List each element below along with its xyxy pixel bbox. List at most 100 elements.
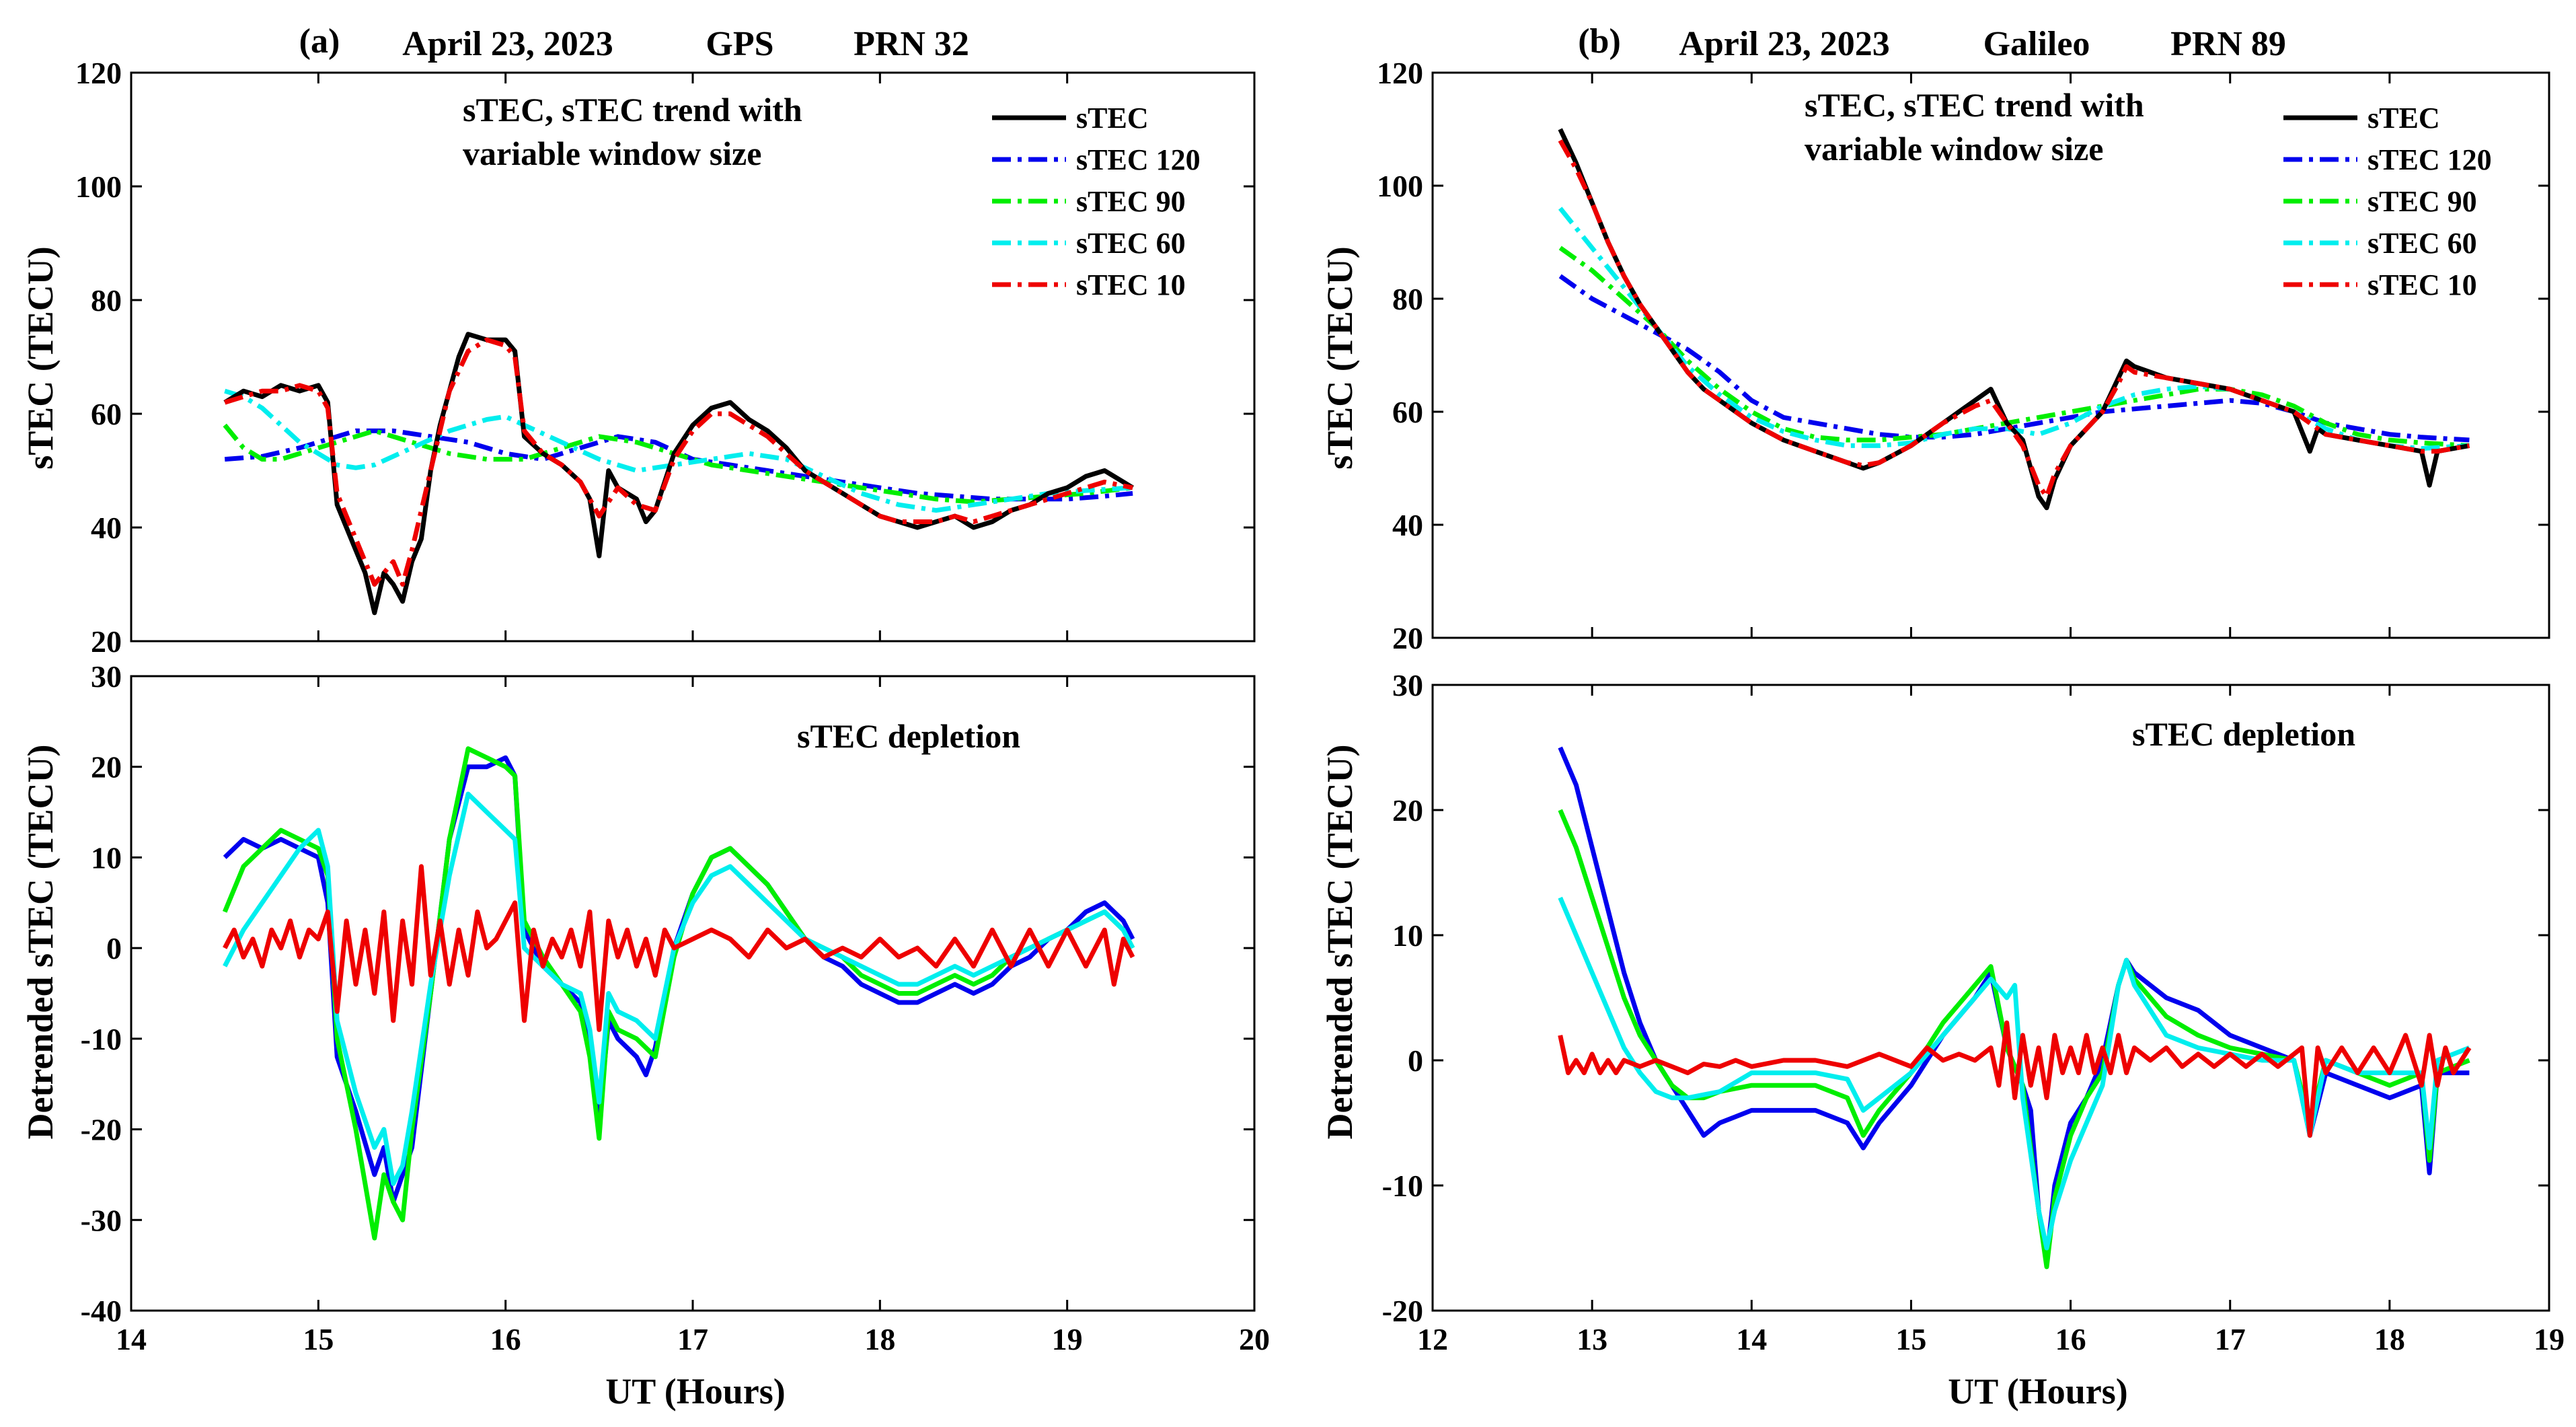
panel-a-bottom-ylabel: Detrended sTEC (TECU) [20,744,61,1139]
panel-b-bottom-ylabel: Detrended sTEC (TECU) [1320,744,1360,1139]
panel-b-top-annotation-1: sTEC, sTEC trend with [1805,86,2144,124]
series-line-a-top-stec-10 [224,337,1133,587]
xtick-label: 16 [2055,1322,2086,1356]
ytick-label: 80 [91,283,122,318]
panel-a-title-system: GPS [706,25,773,63]
panel-a-xlabel: UT (Hours) [605,1371,786,1412]
ytick-label: 100 [1377,169,1423,203]
panel-b-title-system: Galileo [1983,25,2090,63]
ytick-label: -10 [81,1022,122,1056]
ytick-label: 20 [91,624,122,659]
xtick-label: 15 [1895,1322,1926,1356]
plot-a-top: 20 40 60 80 100 120 sTEC sTEC 120 sTEC 90 sTEC 60… [75,56,1256,659]
legend-label-stec-120: sTEC 120 [1076,143,1201,176]
series-line-b-top-stec-90 [1558,246,2470,448]
ytick-label: 120 [1377,56,1423,90]
panel-b-title-date: April 23, 2023 [1679,25,1889,63]
panel-b-xlabel: UT (Hours) [1948,1371,2128,1412]
xtick-label: 18 [2374,1322,2405,1356]
series-line-a-top-stec [223,332,1134,616]
ytick-label: 0 [1408,1044,1423,1078]
panel-a-top-annotation-1: sTEC, sTEC trend with [463,91,802,129]
panel-a-top-annotation-2: variable window size [463,135,761,172]
panel-a-title-date: April 23, 2023 [402,25,613,63]
legend-label-stec-120: sTEC 120 [2367,143,2492,176]
series-line-b-top-stec-10 [1558,139,2470,499]
panel-b-top-ylabel: sTEC (TECU) [1320,246,1360,470]
series-group-b-bottom [1558,746,2472,1270]
plot-b-bottom: -20 -10 0 10 20 30 12 13 14 15 16 17 18 19 [1382,668,2565,1356]
plot-a-bottom: -40 -30 -20 -10 0 10 20 30 14 15 16 17 18 19 20 [81,659,1270,1356]
ytick-label: 10 [91,840,122,875]
plot-b-top: 20 40 60 80 100 120 sTEC sTEC 120 sTEC 90 sTEC 60… [1377,56,2550,655]
series-line-b-bottom-stec-90 [1558,809,2470,1270]
series-line-b-top-stec-120 [1558,274,2470,443]
ytick-label: -30 [81,1203,122,1237]
series-line-a-bottom-stec-90 [222,746,1135,1241]
ytick-label: 60 [1392,395,1423,429]
series-line-a-top-stec-60 [224,388,1133,513]
ytick-label: 40 [91,511,122,545]
legend-b-top: sTEC sTEC 120 sTEC 90 sTEC 60 sTEC 10 [2283,102,2492,301]
xtick-label: 19 [1052,1322,1083,1356]
legend-label-stec-90: sTEC 90 [2367,185,2477,218]
ytick-label: 20 [1392,793,1423,828]
legend-label-stec-60: sTEC 60 [1076,227,1186,260]
legend-label-stec-10: sTEC 10 [2367,268,2477,301]
axes-box-b-top [1431,71,2550,639]
series-line-a-bottom-stec-60 [223,791,1135,1186]
panel-a-title-prn: PRN 32 [854,25,969,63]
panel-b-bottom-annotation: sTEC depletion [2132,715,2355,753]
ytick-label: 80 [1392,282,1423,316]
xtick-label: 18 [864,1322,895,1356]
xtick-label: 17 [677,1322,708,1356]
legend-label-stec: sTEC [2367,102,2440,135]
series-line-a-top-stec-90 [223,423,1133,505]
series-group-b-top [1558,128,2470,511]
ytick-label: 60 [91,397,122,431]
series-line-b-bottom-stec-60 [1558,896,2470,1251]
ytick-label: 20 [1392,621,1423,655]
panel-a-bottom-annotation: sTEC depletion [797,717,1020,755]
ytick-label: -20 [1382,1294,1423,1328]
xtick-label: 12 [1417,1322,1448,1356]
xtick-label: 19 [2534,1322,2565,1356]
panel-b-label: (b) [1578,22,1621,61]
series-line-b-top-stec [1558,128,2470,511]
panel-b-top-annotation-2: variable window size [1805,130,2103,168]
legend-label-stec-10: sTEC 10 [1076,268,1186,301]
xtick-label: 20 [1239,1322,1270,1356]
axes-box-b-bottom [1431,684,2550,1312]
ytick-label: -20 [81,1113,122,1147]
legend-label-stec-90: sTEC 90 [1076,185,1186,218]
ytick-label: 20 [91,750,122,784]
xtick-label: 15 [303,1322,334,1356]
xtick-label: 14 [1736,1322,1767,1356]
panel-a-label: (a) [299,22,340,61]
ytick-label: 100 [75,170,122,204]
ytick-label: 30 [91,659,122,694]
series-group-a-top [223,332,1134,616]
legend-label-stec-60: sTEC 60 [2367,227,2477,260]
ytick-label: -10 [1382,1169,1423,1203]
xtick-label: 17 [2215,1322,2246,1356]
ytick-label: 10 [1392,918,1423,953]
legend-a-top: sTEC sTEC 120 sTEC 90 sTEC 60 sTEC 10 [992,102,1201,301]
series-line-b-top-stec-60 [1558,207,2470,451]
legend-label-stec: sTEC [1076,102,1149,135]
xtick-label: 16 [490,1322,521,1356]
axes-box-a-bottom [130,675,1256,1312]
panel-a-top-ylabel: sTEC (TECU) [20,246,61,470]
panel-b-title-prn: PRN 89 [2170,25,2286,63]
ytick-label: -40 [81,1294,122,1328]
series-line-b-bottom-stec-10 [1558,1020,2472,1138]
xtick-label: 14 [116,1322,147,1356]
ytick-label: 40 [1392,508,1423,542]
ytick-label: 0 [106,931,122,965]
ytick-label: 30 [1392,668,1423,702]
xtick-label: 13 [1577,1322,1607,1356]
series-group-a-bottom [222,746,1135,1241]
series-line-a-bottom-stec-10 [223,864,1135,1032]
